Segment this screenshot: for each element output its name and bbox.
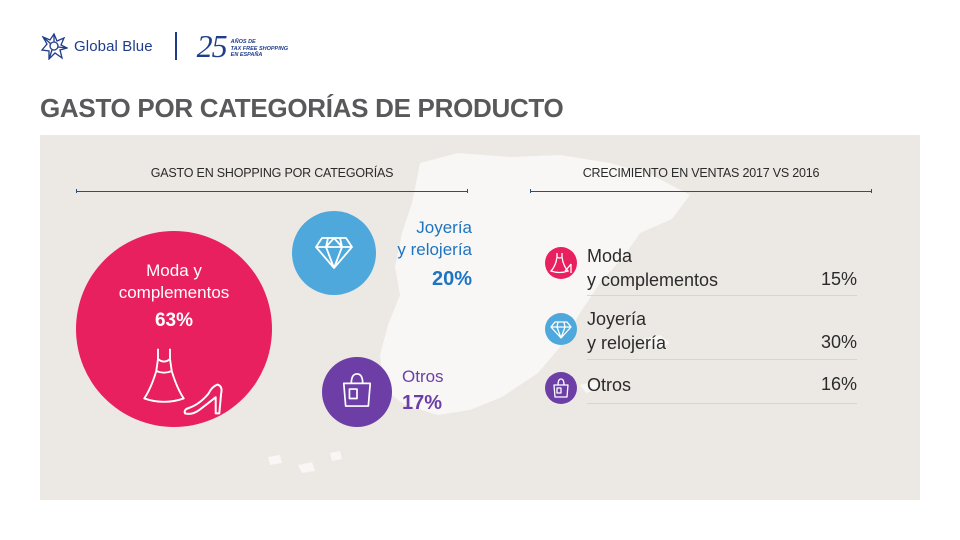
growth-joyeria-label-line-1: Joyería	[587, 309, 647, 329]
growth-title-underline	[530, 189, 872, 193]
high-heel-icon	[183, 383, 223, 415]
growth-joyeria-divider	[587, 359, 857, 360]
bubble-joyeria	[292, 211, 376, 295]
growth-moda-label: Moda y complementos	[587, 244, 718, 292]
growth-joyeria-label: Joyería y relojería	[587, 307, 666, 355]
spend-moda-value: 63%	[154, 310, 194, 331]
spend-moda-label: Moda y complementos	[76, 260, 272, 304]
logo-divider	[174, 32, 177, 60]
spend-moda-label-line-2: complementos	[118, 283, 230, 302]
page-title: GASTO POR CATEGORÍAS DE PRODUCTO	[40, 93, 564, 123]
anniversary-text: AÑOS DE TAX FREE SHOPPING EN ESPAÑA	[231, 39, 288, 59]
diamond-icon	[550, 321, 572, 339]
growth-moda-icon	[545, 247, 577, 279]
spend-moda-label-line-1: Moda y	[146, 261, 202, 280]
growth-otros-icon	[545, 372, 577, 404]
growth-chart-title: CRECIMIENTO EN VENTAS 2017 VS 2016	[582, 166, 820, 180]
dress-icon	[143, 348, 185, 403]
diamond-icon	[315, 237, 353, 269]
growth-otros-divider	[587, 403, 857, 404]
spend-joyeria-value: 20%	[431, 268, 472, 290]
bubble-moda	[76, 231, 272, 427]
growth-moda-label-line-2: y complementos	[587, 270, 719, 290]
anniversary-line-1: AÑOS DE	[230, 39, 256, 46]
growth-row-otros: Otros 16%	[545, 371, 857, 405]
growth-moda-label-line-1: Moda	[587, 246, 633, 266]
growth-joyeria-label-line-2: y relojería	[587, 333, 667, 353]
growth-joyeria-value: 30%	[820, 332, 857, 352]
brand-name: Global Blue	[74, 37, 153, 55]
spend-title-underline	[76, 189, 468, 193]
global-blue-logo-icon	[40, 32, 68, 60]
anniversary-number: 25	[196, 28, 228, 64]
growth-otros-value: 16%	[820, 374, 857, 394]
growth-moda-value: 15%	[820, 269, 857, 289]
spend-joyeria-label: Joyería y relojería	[380, 217, 472, 261]
dress-shoe-icon	[549, 253, 572, 274]
anniversary-line-3: EN ESPAÑA	[230, 52, 263, 59]
spend-joyeria-label-line-1: Joyería	[416, 218, 472, 237]
chart-panel: GASTO EN SHOPPING POR CATEGORÍAS CRECIMI…	[40, 135, 920, 500]
growth-joyeria-icon	[545, 313, 577, 345]
growth-row-moda: Moda y complementos 15%	[545, 244, 857, 296]
spain-map-silhouette	[268, 153, 690, 473]
spend-chart-title: GASTO EN SHOPPING POR CATEGORÍAS	[150, 166, 394, 180]
growth-row-joyeria: Joyería y relojería 30%	[545, 307, 857, 360]
spend-otros-label: Otros	[402, 367, 444, 386]
shopping-bag-icon	[342, 373, 372, 407]
bubble-otros	[322, 357, 392, 427]
shopping-bag-icon	[553, 378, 569, 398]
growth-moda-divider	[587, 295, 857, 296]
growth-otros-label: Otros	[587, 375, 632, 395]
spend-otros-value: 17%	[402, 392, 443, 414]
header-logo: Global Blue 25 AÑOS DE TAX FREE SHOPPING…	[40, 28, 288, 64]
spend-joyeria-label-line-2: y relojería	[397, 240, 472, 259]
anniversary-line-2: TAX FREE SHOPPING	[230, 45, 289, 52]
